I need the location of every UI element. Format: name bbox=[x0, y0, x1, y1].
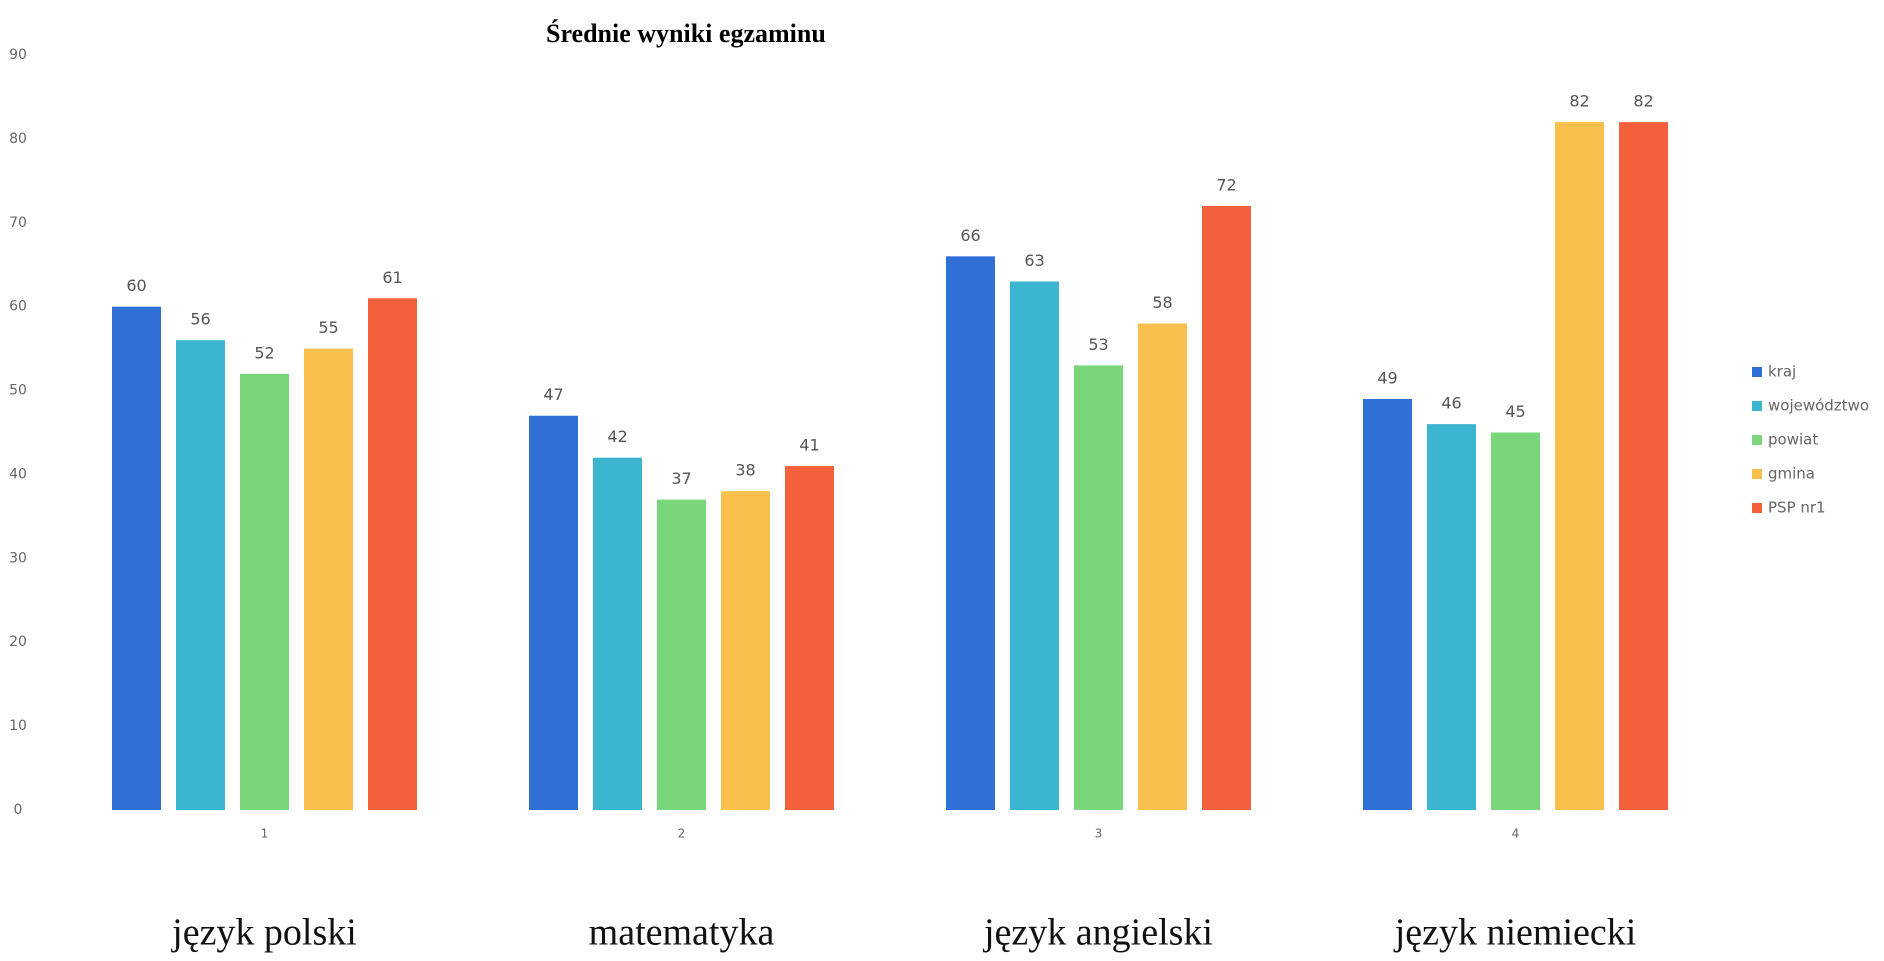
data-label: 49 bbox=[1377, 368, 1397, 387]
data-label: 52 bbox=[254, 343, 274, 362]
legend-label: powiat bbox=[1768, 431, 1818, 449]
y-tick-label: 30 bbox=[9, 550, 27, 566]
data-label: 61 bbox=[382, 268, 402, 287]
data-label: 45 bbox=[1505, 402, 1525, 421]
y-tick-label: 20 bbox=[9, 634, 27, 650]
bar bbox=[1555, 122, 1604, 811]
bar bbox=[785, 466, 834, 810]
data-label: 56 bbox=[190, 310, 210, 329]
bar bbox=[1491, 432, 1540, 810]
bar bbox=[112, 306, 161, 810]
bar bbox=[176, 340, 225, 810]
subject-label: matematyka bbox=[589, 912, 775, 954]
data-label: 46 bbox=[1441, 394, 1461, 413]
bar bbox=[529, 415, 578, 810]
bar bbox=[1010, 281, 1059, 810]
data-label: 66 bbox=[960, 226, 980, 245]
y-tick-label: 60 bbox=[9, 299, 27, 315]
legend-swatch bbox=[1752, 435, 1762, 445]
bar bbox=[1427, 424, 1476, 810]
legend-swatch bbox=[1752, 503, 1762, 513]
bar bbox=[1619, 122, 1668, 811]
bar bbox=[368, 298, 417, 810]
data-label: 37 bbox=[671, 469, 691, 488]
subject-label: język niemiecki bbox=[1393, 912, 1637, 954]
legend-swatch bbox=[1752, 367, 1762, 377]
bar bbox=[1138, 323, 1187, 810]
bar bbox=[304, 348, 353, 810]
y-tick-label: 50 bbox=[9, 383, 27, 399]
legend-label: PSP nr1 bbox=[1768, 499, 1826, 517]
data-label: 58 bbox=[1152, 293, 1172, 312]
data-label: 41 bbox=[799, 436, 819, 455]
x-tick-label: 2 bbox=[678, 827, 686, 841]
subject-label: język polski bbox=[170, 912, 357, 954]
bar bbox=[721, 491, 770, 810]
bar bbox=[593, 457, 642, 810]
x-tick-label: 4 bbox=[1512, 827, 1520, 841]
y-tick-label: 40 bbox=[9, 466, 27, 482]
x-tick-label: 3 bbox=[1095, 827, 1103, 841]
legend-label: kraj bbox=[1768, 363, 1796, 381]
bar bbox=[1363, 398, 1412, 810]
data-label: 38 bbox=[735, 461, 755, 480]
x-tick-label: 1 bbox=[261, 827, 269, 841]
bar bbox=[657, 499, 706, 810]
legend-swatch bbox=[1752, 469, 1762, 479]
y-tick-label: 90 bbox=[9, 47, 27, 63]
data-label: 82 bbox=[1569, 92, 1589, 111]
y-tick-label: 70 bbox=[9, 215, 27, 231]
data-label: 53 bbox=[1088, 335, 1108, 354]
bar bbox=[946, 256, 995, 810]
bar bbox=[1202, 206, 1251, 810]
data-label: 63 bbox=[1024, 251, 1044, 270]
y-tick-label: 0 bbox=[14, 802, 23, 818]
legend-label: gmina bbox=[1768, 465, 1815, 483]
data-label: 55 bbox=[318, 318, 338, 337]
y-tick-label: 10 bbox=[9, 718, 27, 734]
bar bbox=[1074, 365, 1123, 810]
legend-swatch bbox=[1752, 401, 1762, 411]
legend-label: województwo bbox=[1768, 397, 1869, 415]
data-label: 42 bbox=[607, 427, 627, 446]
data-label: 60 bbox=[126, 276, 146, 295]
y-tick-label: 80 bbox=[9, 131, 27, 147]
data-label: 47 bbox=[543, 385, 563, 404]
subject-label: język angielski bbox=[982, 912, 1213, 954]
chart-title: Średnie wyniki egzaminu bbox=[546, 19, 826, 48]
data-label: 82 bbox=[1633, 92, 1653, 111]
bar bbox=[240, 373, 289, 810]
data-label: 72 bbox=[1216, 176, 1236, 195]
